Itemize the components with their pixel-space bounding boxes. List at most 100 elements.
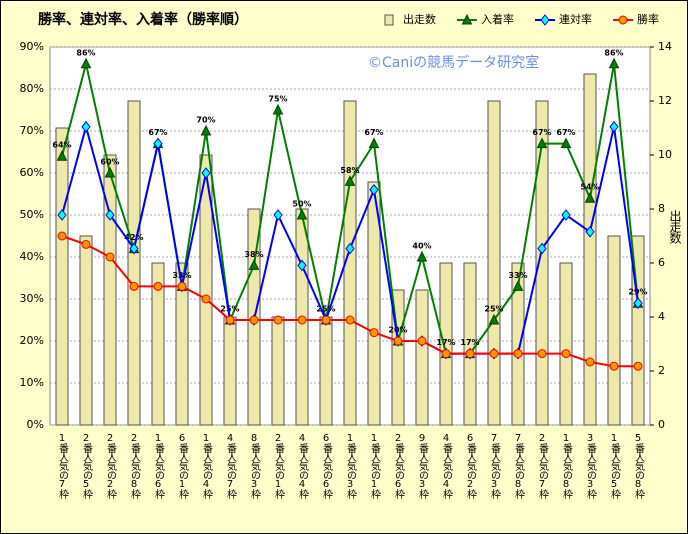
x-tick-label: 1番人気の4枠 <box>201 433 213 500</box>
bar <box>103 154 117 426</box>
x-tick-label: 2番人気の5枠 <box>81 433 93 500</box>
bar <box>79 235 93 426</box>
marker <box>441 349 451 359</box>
marker <box>104 166 116 178</box>
bar <box>199 154 213 426</box>
x-tick-label: 7番人気の8枠 <box>513 433 525 500</box>
bar <box>271 316 285 426</box>
x-tick-label: 2番人気の7枠 <box>537 433 549 500</box>
marker <box>272 103 284 115</box>
y-tick-label: 0% <box>27 418 44 431</box>
bar <box>511 262 525 426</box>
marker <box>561 209 571 221</box>
x-tick-label: 2番人気の8枠 <box>129 433 141 500</box>
data-label: 25% <box>316 305 335 314</box>
marker <box>200 124 212 136</box>
data-label: 17% <box>436 338 455 347</box>
x-tick-label: 4番人気の4枠 <box>441 433 453 500</box>
x-tick-label: 1番人気の1枠 <box>369 433 381 500</box>
marker <box>393 336 403 346</box>
y2-axis-label: 出走数 <box>668 210 682 245</box>
data-label: 25% <box>484 305 503 314</box>
data-label: 17% <box>460 338 479 347</box>
marker <box>461 13 473 25</box>
x-tick-label: 5番人気の8枠 <box>633 433 645 500</box>
marker <box>105 209 115 221</box>
marker <box>585 357 595 367</box>
y-tick-label: 30% <box>20 292 44 305</box>
marker <box>417 336 427 346</box>
data-label: 50% <box>292 200 311 209</box>
data-label: 64% <box>52 141 71 150</box>
marker <box>80 57 92 69</box>
bar <box>487 100 501 426</box>
data-label: 29% <box>628 288 647 297</box>
marker <box>297 315 307 325</box>
data-label: 70% <box>196 116 215 125</box>
marker <box>345 315 355 325</box>
marker <box>609 361 619 371</box>
marker <box>248 259 260 270</box>
legend-swatch <box>384 14 394 26</box>
bar <box>583 73 597 426</box>
y-tick-label: 20% <box>20 334 44 347</box>
y-tick-label: 90% <box>20 40 44 53</box>
y-tick-label: 60% <box>20 166 44 179</box>
x-tick-label: 2番人気の2枠 <box>105 433 117 500</box>
marker <box>537 242 547 255</box>
x-tick-label: 1番人気の7枠 <box>57 433 69 500</box>
marker <box>57 231 67 241</box>
x-tick-label: 1番人気の6枠 <box>153 433 165 500</box>
marker <box>153 137 163 150</box>
marker <box>560 137 572 149</box>
bar <box>559 262 573 426</box>
marker <box>345 242 355 255</box>
marker <box>249 315 259 325</box>
y-tick-label: 80% <box>20 82 44 95</box>
data-label: 33% <box>172 271 191 280</box>
y2-tick-label: 2 <box>658 364 665 377</box>
marker <box>129 242 139 255</box>
bar <box>439 262 453 426</box>
marker <box>225 315 235 325</box>
y-tick-label: 50% <box>20 208 44 221</box>
x-tick-label: 4番人気の4枠 <box>297 433 309 500</box>
marker <box>489 349 499 359</box>
data-label: 67% <box>556 128 575 137</box>
data-label: 38% <box>244 250 263 259</box>
bar <box>319 316 333 426</box>
x-tick-label: 2番人気の6枠 <box>393 433 405 500</box>
marker <box>81 239 91 249</box>
data-label: 58% <box>340 166 359 175</box>
legend-label: 入着率 <box>481 12 514 26</box>
y2-tick-label: 12 <box>658 94 672 107</box>
marker <box>56 150 68 161</box>
marker <box>369 183 379 196</box>
y-tick-label: 10% <box>20 376 44 389</box>
y-tick-label: 70% <box>20 124 44 137</box>
y2-tick-label: 6 <box>658 256 665 269</box>
legend-label: 出走数 <box>403 12 436 26</box>
marker <box>536 137 548 149</box>
marker <box>297 259 307 272</box>
marker <box>369 328 379 338</box>
x-tick-label: 6番人気の6枠 <box>321 433 333 500</box>
marker <box>537 349 547 359</box>
marker <box>633 297 643 310</box>
data-label: 60% <box>100 158 119 167</box>
bar <box>127 100 141 426</box>
marker <box>57 209 67 221</box>
y2-tick-label: 8 <box>658 202 665 215</box>
marker <box>153 281 163 291</box>
marker <box>105 252 115 262</box>
marker <box>416 250 428 262</box>
y2-tick-label: 0 <box>658 418 665 431</box>
marker <box>608 57 620 69</box>
x-tick-label: 9番人気の3枠 <box>417 433 429 500</box>
marker <box>177 281 187 291</box>
data-label: 67% <box>148 128 167 137</box>
marker <box>540 14 550 26</box>
data-label: 33% <box>508 271 527 280</box>
marker <box>368 137 380 149</box>
x-tick-label: 1番人気の8枠 <box>561 433 573 500</box>
